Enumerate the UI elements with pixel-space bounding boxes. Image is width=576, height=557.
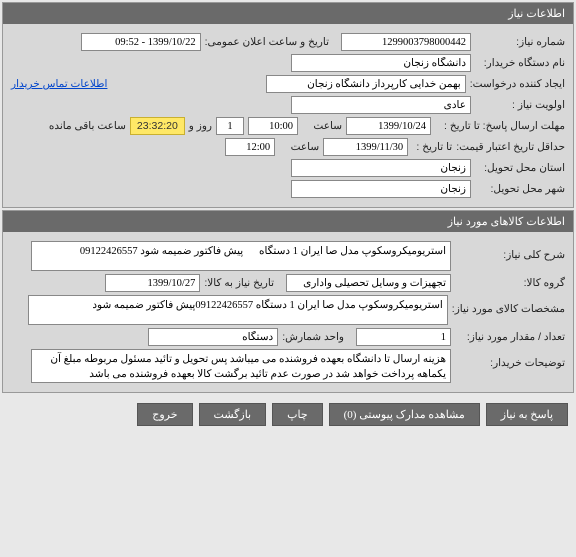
panel2-body: شرح کلی نیاز: گروه کالا: تاریخ نیاز به ک… [3,232,573,392]
group-label: گروه کالا: [455,277,565,289]
delivery-province-label: استان محل تحویل: [475,162,565,174]
delivery-city-input[interactable] [291,180,471,198]
buyer-org-input[interactable] [291,54,471,72]
countdown-badge: 23:32:20 [130,117,185,135]
unit-input[interactable] [148,328,278,346]
delivery-city-label: شهر محل تحویل: [475,183,565,195]
public-date-input[interactable] [81,33,201,51]
deadline-date-input[interactable] [346,117,431,135]
panel2-header: اطلاعات کالاهای مورد نیاز [3,211,573,232]
time-label-2: ساعت [279,141,319,153]
goods-info-panel: اطلاعات کالاهای مورد نیاز شرح کلی نیاز: … [2,210,574,393]
print-button[interactable]: چاپ [272,403,323,426]
deadline-label: مهلت ارسال پاسخ: تا تاریخ : [435,120,565,132]
buyer-org-label: نام دستگاه خریدار: [475,57,565,69]
attachments-button[interactable]: مشاهده مدارک پیوستی (0) [329,403,480,426]
buyer-contact-link[interactable]: اطلاعات تماس خریدار [11,78,107,90]
requester-input[interactable] [266,75,466,93]
notes-textarea[interactable] [31,349,451,383]
qty-label: تعداد / مقدار مورد نیاز: [455,331,565,343]
group-input[interactable] [286,274,451,292]
back-button[interactable]: بازگشت [199,403,267,426]
public-date-label: تاریخ و ساعت اعلان عمومی: [205,36,329,48]
need-date-label: تاریخ نیاز به کالا: [204,277,274,289]
spec-label: مشخصات کالای مورد نیاز: [452,295,565,315]
need-no-label: شماره نیاز: [475,36,565,48]
notes-label: توضیحات خریدار: [455,349,565,369]
priority-input[interactable] [291,96,471,114]
need-info-panel: اطلاعات نیاز شماره نیاز: تاریخ و ساعت اع… [2,2,574,208]
remaining-label: ساعت باقی مانده [49,120,126,132]
panel1-header: اطلاعات نیاز [3,3,573,24]
min-validity-label: حداقل تاریخ اعتبار قیمت: [456,141,565,154]
spec-textarea[interactable] [28,295,448,325]
delivery-province-input[interactable] [291,159,471,177]
desc-label: شرح کلی نیاز: [455,241,565,261]
min-validity-time-input[interactable] [225,138,275,156]
panel1-body: شماره نیاز: تاریخ و ساعت اعلان عمومی: نا… [3,24,573,207]
desc-textarea[interactable] [31,241,451,271]
day-label: روز و [189,120,212,132]
exit-button[interactable]: خروج [137,403,192,426]
need-no-input[interactable] [341,33,471,51]
min-validity-sub: تا تاریخ : [412,141,452,153]
qty-input[interactable] [356,328,451,346]
need-date-input[interactable] [105,274,200,292]
requester-label: ایجاد کننده درخواست: [470,78,565,90]
time-label-1: ساعت [302,120,342,132]
priority-label: اولویت نیاز : [475,99,565,111]
reply-button[interactable]: پاسخ به نیاز [486,403,568,426]
days-input[interactable] [216,117,244,135]
unit-label: واحد شمارش: [282,331,344,343]
countdown-value: 23:32:20 [137,120,178,132]
min-validity-date-input[interactable] [323,138,408,156]
deadline-time-input[interactable] [248,117,298,135]
footer-buttons: پاسخ به نیاز مشاهده مدارک پیوستی (0) چاپ… [0,395,576,434]
